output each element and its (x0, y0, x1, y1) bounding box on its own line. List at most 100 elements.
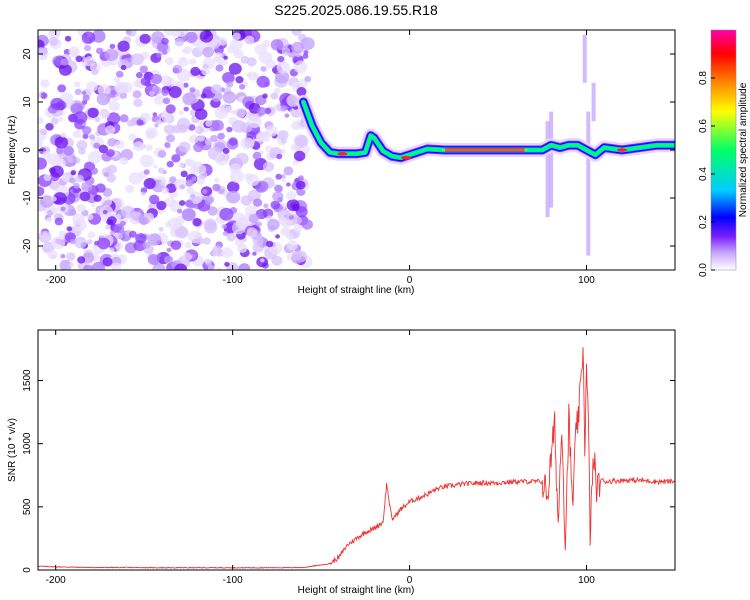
noise-speck (50, 97, 64, 111)
noise-speck (259, 131, 271, 142)
snr-y-label: SNR (10 * v/v) (7, 418, 18, 482)
noise-speck (164, 142, 171, 149)
noise-speck (100, 196, 113, 207)
noise-speck (135, 233, 147, 244)
colorbar-gradient (711, 30, 736, 270)
noise-speck (84, 44, 92, 52)
spectrogram-y-tick-label: 10 (22, 96, 33, 108)
noise-speck (75, 55, 83, 63)
noise-speck (82, 133, 89, 139)
noise-speck (295, 180, 306, 190)
noise-speck (270, 39, 284, 51)
interference-streak (591, 82, 596, 122)
noise-speck (210, 135, 218, 142)
noise-speck (207, 206, 218, 216)
noise-speck (150, 73, 162, 85)
noise-speck (95, 183, 106, 193)
noise-speck (253, 198, 263, 207)
noise-speck (244, 35, 255, 45)
noise-speck (226, 126, 233, 133)
noise-speck (154, 123, 159, 128)
noise-speck (161, 37, 169, 45)
noise-speck (73, 111, 88, 125)
noise-speck (226, 232, 237, 242)
ridge-layer (296, 95, 675, 165)
noise-speck (78, 147, 86, 155)
noise-speck (166, 247, 172, 253)
noise-speck (188, 58, 197, 65)
noise-speck (75, 174, 84, 183)
snr-y-tick-label: 500 (22, 498, 33, 515)
noise-speck (211, 84, 223, 95)
noise-speck (275, 70, 290, 84)
noise-speck (211, 250, 218, 257)
noise-speck (281, 177, 287, 183)
noise-speck (82, 94, 90, 102)
noise-speck (86, 214, 94, 220)
noise-speck (204, 197, 214, 205)
noise-speck (143, 169, 150, 175)
snr-x-tick-label: 0 (407, 575, 413, 586)
interference-streak (586, 111, 591, 256)
snr-x-label: Height of straight line (km) (298, 585, 415, 596)
noise-speck (178, 110, 184, 115)
colorbar-label: Normalized spectral amplitude (738, 82, 749, 217)
noise-speck (286, 94, 301, 107)
ridge-hotspot (337, 152, 348, 156)
noise-speck (264, 107, 272, 114)
snr-y-tick-label: 0 (22, 567, 33, 573)
noise-speck (117, 40, 130, 52)
noise-speck (76, 203, 87, 213)
noise-speck (107, 138, 117, 147)
noise-speck (89, 167, 98, 175)
noise-speck (152, 263, 166, 270)
noise-speck (162, 97, 171, 105)
noise-speck (153, 94, 165, 105)
noise-speck (60, 58, 69, 66)
noise-speck (161, 113, 172, 123)
noise-speck (143, 178, 156, 190)
noise-speck (83, 264, 93, 270)
noise-speck (280, 105, 288, 112)
spectrogram-x-ticks: -200 -100 0 100 (46, 30, 595, 286)
noise-speck (51, 236, 66, 250)
noise-speck (58, 116, 64, 122)
noise-speck (105, 125, 116, 135)
noise-speck (98, 144, 109, 154)
noise-speck (48, 37, 59, 46)
noise-speck (204, 218, 217, 231)
noise-speck (76, 140, 88, 151)
noise-speck (166, 160, 174, 168)
noise-speck (54, 217, 64, 226)
noise-speck (73, 182, 80, 189)
noise-speck (42, 232, 48, 237)
noise-speck (177, 56, 189, 67)
noise-speck (106, 173, 116, 183)
noise-speck (248, 197, 253, 202)
noise-speck (240, 56, 250, 64)
noise-speck (269, 151, 277, 159)
noise-speck (296, 87, 307, 97)
noise-speck (141, 191, 146, 196)
noise-speck (51, 196, 57, 202)
noise-speck (166, 134, 175, 143)
noise-speck (139, 33, 151, 44)
spectrogram-x-tick-label: -100 (223, 275, 243, 286)
noise-speck (189, 191, 203, 204)
noise-speck (176, 117, 191, 130)
noise-speck (83, 56, 96, 67)
noise-speck (231, 120, 246, 133)
noise-speck (174, 263, 188, 270)
noise-speck (162, 49, 168, 55)
noise-speck (69, 238, 76, 245)
noise-speck (145, 144, 153, 151)
noise-speck (164, 255, 173, 264)
noise-speck (133, 141, 145, 152)
noise-speck (139, 112, 151, 123)
spectrogram-y-label: Frequency (Hz) (7, 116, 18, 185)
noise-speck (276, 153, 283, 160)
snr-frame (37, 329, 676, 571)
noise-speck (252, 151, 262, 160)
noise-speck (93, 194, 102, 202)
